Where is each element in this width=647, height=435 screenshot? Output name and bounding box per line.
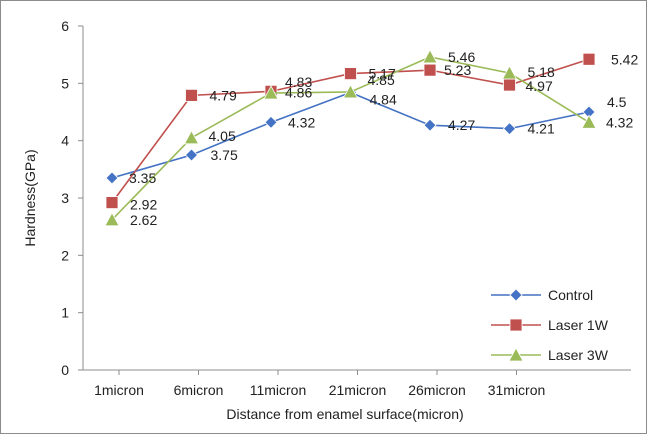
- laser-3w-point-3: [263, 85, 279, 100]
- control-data-label: 4.21: [528, 121, 555, 137]
- y-tick-label: 6: [61, 18, 69, 34]
- y-tick-label: 5: [61, 75, 69, 91]
- x-axis-title: Distance from enamel surface(micron): [226, 406, 463, 422]
- laser-3w-point-2: [183, 129, 200, 145]
- laser-1w-point-4: [344, 67, 357, 80]
- legend: Control Laser 1W Laser 3W: [491, 287, 609, 363]
- laser-3w-data-label: 4.85: [368, 72, 395, 88]
- x-tick-label: 31micron: [488, 382, 546, 398]
- laser-1w-data-label: 2.92: [130, 197, 157, 213]
- data-labels-layer: 3.35 3.75 4.32 4.84 4.27 4.21 4.5 2.92 4.79 4.86 5…: [129, 49, 638, 228]
- laser-3w-series: [104, 49, 597, 227]
- control-point-5: [423, 118, 437, 132]
- y-tick-label: 4: [61, 133, 69, 149]
- y-tick-label: 3: [61, 190, 69, 206]
- laser-1w-point-1: [105, 196, 119, 209]
- laser-3w-data-label: 5.18: [528, 64, 555, 80]
- control-point-3: [264, 115, 278, 129]
- legend-label-control: Control: [548, 287, 593, 303]
- control-data-label: 3.35: [129, 170, 156, 186]
- x-tick-label: 11micron: [250, 382, 307, 398]
- laser-1w-point-6: [503, 78, 516, 92]
- laser-3w-data-label: 4.32: [606, 114, 633, 130]
- legend-control-point-1: [509, 288, 523, 302]
- laser-1w-data-label: 4.97: [526, 78, 553, 94]
- laser-3w-point-7: [581, 114, 597, 129]
- legend-item-control: Control: [491, 287, 593, 303]
- x-tick-label: 26micron: [408, 382, 466, 398]
- control-series: [105, 85, 596, 185]
- control-data-label: 4.5: [607, 94, 627, 110]
- laser-3w-data-label: 4.05: [209, 128, 236, 144]
- control-data-label: 4.32: [288, 114, 315, 130]
- y-tick-label: 0: [61, 362, 69, 378]
- control-data-label: 4.84: [370, 92, 397, 108]
- x-tick-label: 21micron: [329, 382, 387, 398]
- legend-item-laser-1w: Laser 1W: [491, 317, 609, 333]
- laser-1w-data-label: 4.79: [210, 87, 237, 103]
- laser-1w-data-label: 4.86: [285, 84, 312, 100]
- laser-1w-data-label: 5.23: [444, 62, 471, 78]
- control-point-6: [502, 122, 517, 136]
- laser-1w-line: [111, 58, 590, 204]
- x-tick-label: 1micron: [94, 382, 144, 398]
- laser-1w-series: [105, 52, 596, 209]
- laser-3w-data-label: 4.83: [285, 74, 312, 90]
- laser-1w-point-5: [423, 63, 437, 77]
- laser-3w-point-4: [342, 84, 359, 99]
- laser-1w-point-7: [582, 52, 596, 66]
- laser-3w-point-6: [501, 65, 518, 80]
- laser-3w-data-label: 2.62: [130, 212, 157, 228]
- legend-laser-1w-point-1: [509, 318, 523, 332]
- legend-item-laser-3w: Laser 3W: [491, 347, 609, 363]
- y-axis-title: Hardness(GPa): [22, 149, 38, 246]
- control-data-label: 3.75: [211, 147, 238, 163]
- y-tick-label: 2: [61, 247, 69, 263]
- control-data-label: 4.27: [448, 117, 475, 133]
- laser-1w-data-label: 5.17: [369, 66, 396, 82]
- axes-layer: 0 1 2 3 4 5 6 1micron 6micron 11micron 21micron 26m…: [61, 18, 631, 398]
- control-point-1: [105, 171, 119, 185]
- laser-3w-point-5: [422, 49, 438, 64]
- laser-3w-line: [111, 56, 590, 221]
- laser-3w-point-1: [104, 211, 120, 227]
- legend-label-laser-3w: Laser 3W: [548, 347, 609, 363]
- control-point-2: [184, 148, 199, 162]
- laser-1w-data-label: 5.42: [611, 51, 638, 67]
- legend-label-laser-1w: Laser 1W: [548, 317, 609, 333]
- laser-3w-data-label: 5.46: [448, 49, 475, 65]
- x-tick-label: 6micron: [174, 382, 224, 398]
- legend-laser-3w-point-1: [508, 347, 524, 362]
- series-layer: [104, 49, 597, 227]
- laser-1w-point-2: [185, 88, 198, 102]
- y-tick-label: 1: [61, 305, 69, 321]
